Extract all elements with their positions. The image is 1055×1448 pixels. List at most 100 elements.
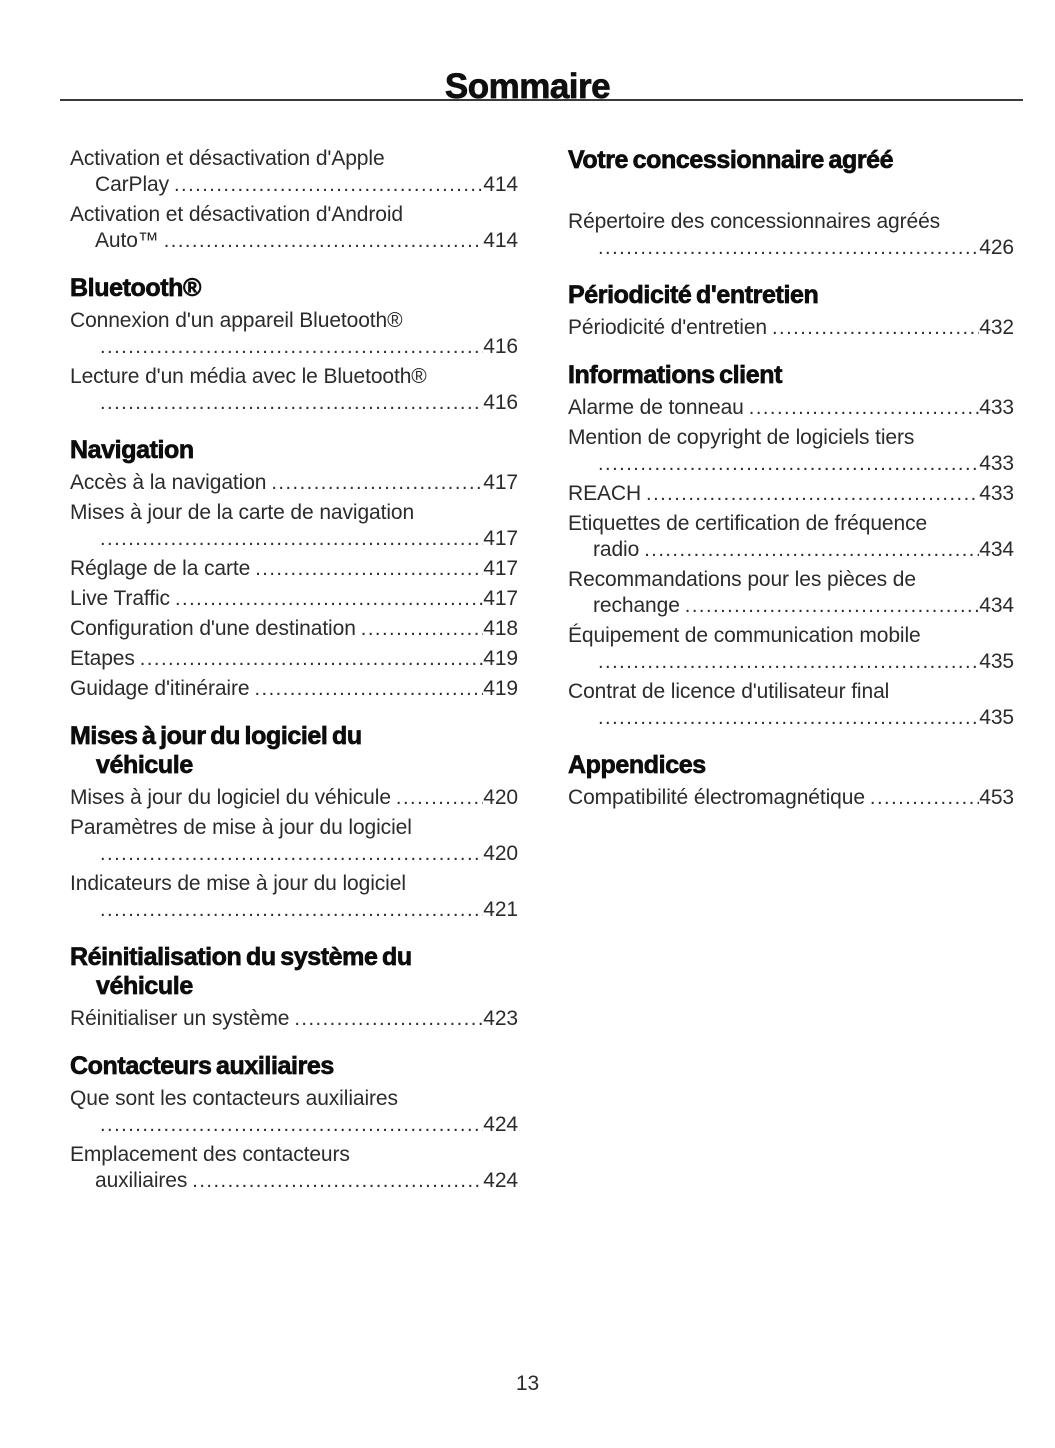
dot-leader-icon [294, 1006, 483, 1032]
toc-entry: Périodicité d'entretien 432 [568, 315, 1014, 341]
dot-leader-icon [100, 1112, 483, 1138]
toc-entry-line: Activation et désactivation d'Apple [70, 146, 518, 172]
section-heading-line: Réinitialisation du système du [70, 943, 413, 972]
toc-entry-line: 435 [568, 649, 1014, 675]
dot-leader-icon [598, 649, 979, 675]
toc-entry: Etiquettes de certification de fréquence… [568, 511, 1014, 563]
toc-entry-text: Live Traffic [70, 587, 170, 610]
toc-entry-page-number: 432 [979, 316, 1014, 339]
toc-entry-line: Emplacement des contacteurs [70, 1142, 518, 1168]
section-heading-line: Navigation [70, 436, 195, 465]
toc-entry-page-number: 426 [979, 236, 1014, 259]
toc-entry: Connexion d'un appareil Bluetooth® 416 [70, 308, 518, 360]
toc-entry-text: Lecture d'un média avec le Bluetooth® [70, 365, 427, 388]
dot-leader-icon [361, 616, 483, 642]
toc-entry: Répertoire des concessionnaires agréés 42… [568, 209, 1014, 261]
toc-entry-text: Mention de copyright de logiciels tiers [568, 426, 915, 449]
toc-entry-page-number: 423 [483, 1007, 518, 1030]
toc-entry-page-number: 424 [483, 1169, 518, 1192]
toc-entry-line: Périodicité d'entretien 432 [568, 315, 1014, 341]
toc-entry-page-number: 418 [483, 617, 518, 640]
dot-leader-icon [140, 646, 483, 672]
dot-leader-icon [396, 785, 483, 811]
toc-entry-line: Compatibilité électromagnétique 453 [568, 785, 1014, 811]
toc-entry-line: Mises à jour du logiciel du véhicule 420 [70, 785, 518, 811]
toc-entry-line: Alarme de tonneau 433 [568, 395, 1014, 421]
toc-entry-page-number: 417 [483, 557, 518, 580]
toc-entries: Compatibilité électromagnétique 453 [568, 785, 1014, 811]
toc-entries: Que sont les contacteurs auxiliaires 424 E… [70, 1086, 518, 1194]
toc-section: Navigation Accès à la navigation417 Mises … [70, 436, 518, 702]
toc-entry-text: radio [593, 538, 640, 561]
dot-leader-icon [644, 537, 979, 563]
toc-entry: Configuration d'une destination 418 [70, 616, 518, 642]
toc-entry: Mises à jour du logiciel du véhicule 420 [70, 785, 518, 811]
toc-entry-page-number: 421 [483, 898, 518, 921]
toc-entry-text: Paramètres de mise à jour du logiciel [70, 816, 412, 839]
toc-column-2: Votre concessionnaire agréé Répertoire de… [568, 146, 1014, 811]
toc-section: Contacteurs auxiliaires Que sont les cont… [70, 1052, 518, 1194]
toc-entry: Activation et désactivation d'Android Aut… [70, 202, 518, 254]
toc-entry-line: Etiquettes de certification de fréquence [568, 511, 1014, 537]
toc-entry-line: rechange 434 [568, 593, 1014, 619]
toc-entry-line: Auto™ 414 [70, 228, 518, 254]
toc-entry-line: Contrat de licence d'utilisateur final [568, 679, 1014, 705]
toc-entry-page-number: 414 [483, 173, 518, 196]
dot-leader-icon [100, 897, 483, 923]
section-heading-line: Mises à jour du logiciel du [70, 722, 363, 751]
toc-entry-page-number: 419 [483, 647, 518, 670]
toc-entry: Accès à la navigation 417 [70, 470, 518, 496]
toc-entry-line: Réglage de la carte 417 [70, 556, 518, 582]
toc-entries: Périodicité d'entretien 432 [568, 315, 1014, 341]
toc-entry-line: Recommandations pour les pièces de [568, 567, 1014, 593]
toc-entries: Répertoire des concessionnaires agréés 42… [568, 209, 1014, 261]
section-heading-line: véhicule [96, 972, 194, 1001]
toc-entry: Lecture d'un média avec le Bluetooth® 416 [70, 364, 518, 416]
toc-section: Votre concessionnaire agréé Répertoire de… [568, 146, 1014, 261]
toc-entry: Emplacement des contacteurs auxiliaires 42… [70, 1142, 518, 1194]
toc-entry-page-number: 435 [979, 650, 1014, 673]
toc-entry-line: Indicateurs de mise à jour du logiciel [70, 871, 518, 897]
dot-leader-icon [100, 841, 483, 867]
toc-entry-text: Connexion d'un appareil Bluetooth® [70, 309, 403, 332]
toc-entry: Activation et désactivation d'Apple CarPl… [70, 146, 518, 198]
toc-entry-text: Etiquettes de certification de fréquence [568, 512, 928, 535]
toc-entry: Alarme de tonneau 433 [568, 395, 1014, 421]
toc-entry-text: Configuration d'une destination [70, 617, 356, 640]
toc-entry-page-number: 433 [979, 452, 1014, 475]
toc-entry-text: Réinitialiser un système [70, 1007, 290, 1030]
toc-entry-line: Mises à jour de la carte de navigation [70, 500, 518, 526]
toc-entry-line: radio 434 [568, 537, 1014, 563]
toc-entry-text: Guidage d'itinéraire [70, 677, 250, 700]
toc-entry-text: Auto™ [95, 229, 159, 252]
toc-entry-line: Paramètres de mise à jour du logiciel [70, 815, 518, 841]
toc-entry-line: 426 [568, 235, 1014, 261]
toc-entries: Alarme de tonneau433 Mention de copyright… [568, 395, 1014, 731]
toc-entry-line: Live Traffic 417 [70, 586, 518, 612]
toc-entry-line: 416 [70, 390, 518, 416]
toc-entry: Que sont les contacteurs auxiliaires 424 [70, 1086, 518, 1138]
page-title: Sommaire [444, 67, 611, 107]
toc-entry-page-number: 433 [979, 482, 1014, 505]
toc-entry-line: Équipement de communication mobile [568, 623, 1014, 649]
toc-entry-line: Guidage d'itinéraire 419 [70, 676, 518, 702]
section-heading-line: Appendices [568, 751, 707, 780]
toc-entry-text: Équipement de communication mobile [568, 624, 921, 647]
toc-entry-line: Réinitialiser un système 423 [70, 1006, 518, 1032]
section-heading-line: Bluetooth® [70, 274, 202, 303]
toc-entry-text: Compatibilité électromagnétique [568, 786, 865, 809]
toc-section: Activation et désactivation d'Apple CarPl… [70, 146, 518, 254]
toc-entry-line: Lecture d'un média avec le Bluetooth® [70, 364, 518, 390]
dot-leader-icon [598, 705, 979, 731]
toc-entry-page-number: 414 [483, 229, 518, 252]
toc-entry-text: Que sont les contacteurs auxiliaires [70, 1087, 398, 1110]
dot-leader-icon [870, 785, 979, 811]
toc-entries: Activation et désactivation d'Apple CarPl… [70, 146, 518, 254]
section-heading-line: Votre concessionnaire agréé [568, 146, 894, 175]
toc-entry-text: Périodicité d'entretien [568, 316, 767, 339]
toc-entry-page-number: 433 [979, 396, 1014, 419]
toc-entries: Mises à jour du logiciel du véhicule420 P… [70, 785, 518, 923]
toc-entry-page-number: 424 [483, 1113, 518, 1136]
page-number: 13 [515, 1372, 540, 1395]
toc-entry-line: Répertoire des concessionnaires agréés [568, 209, 1014, 235]
